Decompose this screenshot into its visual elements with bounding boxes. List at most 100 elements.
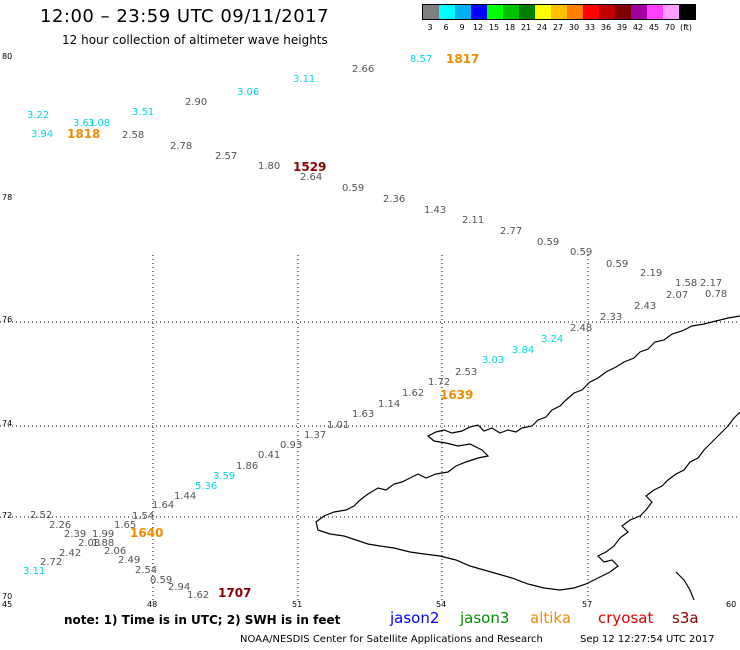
lon-label-60: 60 [726, 600, 737, 609]
color-scale-swatch [583, 5, 599, 19]
color-scale-legend: 3 6 9 12 15 18 21 24 27 30 33 36 39 42 45 70 (ft) [422, 4, 696, 33]
lat-label-72: 72 [2, 511, 13, 520]
wave-height-value: 2.26 [49, 520, 72, 531]
wave-height-value: 2.90 [185, 97, 208, 108]
color-scale-labels: 3 6 9 12 15 18 21 24 27 30 33 36 39 42 45 70 (ft) [422, 20, 696, 33]
wave-height-value: 0.59 [570, 247, 593, 258]
wave-height-value: 1.64 [152, 500, 175, 511]
legend-cryosat: cryosat [598, 609, 654, 627]
wave-height-value: 3.59 [213, 471, 236, 482]
color-scale-swatch [663, 5, 679, 19]
pass-time-label: 1818 [67, 127, 101, 141]
wave-height-value: 0.59 [537, 237, 560, 248]
color-scale-label: 24 [536, 23, 548, 32]
page-subtitle: 12 hour collection of altimeter wave hei… [62, 33, 328, 47]
wave-height-value: 3.06 [237, 87, 260, 98]
wave-height-value: 1.44 [174, 491, 197, 502]
wave-height-value: 0.59 [150, 575, 173, 586]
wave-height-value: 2.72 [40, 557, 63, 568]
color-scale-label: 42 [632, 23, 644, 32]
wave-height-value: 2.11 [462, 215, 485, 226]
color-scale-label: 27 [552, 23, 564, 32]
wave-height-value: 2.66 [352, 64, 375, 75]
wave-height-value: 3.61 [73, 118, 96, 129]
wave-height-value: 3.84 [512, 345, 535, 356]
wave-height-value: 3.08 [88, 118, 111, 129]
color-scale-label: 45 [648, 23, 660, 32]
wave-height-value: 3.11 [293, 74, 316, 85]
legend-s3a: s3a [672, 609, 699, 627]
wave-height-value: 2.07 [666, 290, 689, 301]
lon-label-57: 57 [582, 600, 593, 609]
wave-height-value: 2.53 [455, 367, 478, 378]
wave-height-value: 2.08 [78, 538, 101, 549]
wave-height-value: 8.57 [410, 54, 433, 65]
wave-height-value: 2.06 [104, 546, 127, 557]
wave-height-value: 1.62 [402, 388, 425, 399]
color-scale-swatch [519, 5, 535, 19]
pass-time-label: 1640 [130, 526, 164, 540]
wave-height-value: 0.78 [705, 289, 728, 300]
lat-label-80: 80 [2, 52, 13, 61]
wave-height-value: 3.11 [23, 566, 46, 577]
wave-height-value: 1.62 [187, 590, 210, 601]
wave-height-value: 1.58 [675, 278, 698, 289]
wave-height-value: 0.41 [258, 450, 281, 461]
color-scale-label: 6 [443, 23, 449, 32]
coastline-south [675, 571, 695, 601]
wave-height-value: 1.65 [114, 520, 137, 531]
wave-height-value: 1.43 [424, 205, 447, 216]
wave-height-value: 2.42 [59, 548, 82, 559]
color-scale-label: 15 [488, 23, 500, 32]
color-scale-label: 70 [664, 23, 676, 32]
footer-timestamp: Sep 12 12:27:54 UTC 2017 [580, 634, 715, 645]
coastline [315, 315, 740, 591]
legend-jason2: jason2 [390, 609, 440, 627]
wave-height-value: 1.80 [258, 161, 281, 172]
wave-height-value: 2.52 [30, 510, 53, 521]
color-scale-label: 30 [568, 23, 580, 32]
page-title: 12:00 – 23:59 UTC 09/11/2017 [40, 6, 330, 27]
color-scale-swatch [471, 5, 487, 19]
color-scale-swatch [551, 5, 567, 19]
wave-height-value: 0.59 [606, 259, 629, 270]
wave-height-value: 2.17 [700, 278, 723, 289]
pass-time-label: 1639 [440, 388, 474, 402]
wave-height-value: 2.43 [634, 301, 657, 312]
pass-time-label: 1817 [446, 52, 480, 66]
wave-height-value: 5.36 [195, 481, 218, 492]
color-scale-label: 39 [616, 23, 628, 32]
legend-altika: altika [530, 609, 572, 627]
color-scale-swatch [567, 5, 583, 19]
wave-height-value: 3.03 [482, 355, 505, 366]
wave-height-value: 2.19 [640, 268, 663, 279]
wave-height-value: 2.94 [168, 582, 191, 593]
wave-height-value: 3.22 [27, 110, 50, 121]
lon-label-54: 54 [436, 600, 447, 609]
wave-height-value: 1.14 [378, 399, 401, 410]
wave-height-value: 1.63 [352, 409, 375, 420]
wave-height-value: 2.57 [215, 151, 238, 162]
lon-label-51: 51 [292, 600, 303, 609]
footer-note: note: 1) Time is in UTC; 2) SWH is in fe… [64, 613, 341, 627]
color-scale-swatch [439, 5, 455, 19]
wave-height-value: 0.59 [342, 183, 365, 194]
wave-height-value: 2.77 [500, 226, 523, 237]
wave-height-value: 2.64 [300, 172, 323, 183]
wave-height-value: 2.36 [383, 194, 406, 205]
wave-height-value: 1.54 [132, 511, 155, 522]
lon-label-48: 48 [147, 600, 158, 609]
wave-height-value: 2.78 [170, 141, 193, 152]
pass-time-label: 1529 [293, 160, 327, 174]
color-scale-label: 3 [427, 23, 433, 32]
wave-height-value: 1.99 [92, 529, 115, 540]
lat-label-70: 70 [2, 592, 13, 601]
wave-height-value: 3.94 [31, 129, 54, 140]
wave-height-value: 2.49 [118, 555, 141, 566]
wave-height-value: 1.88 [92, 538, 115, 549]
color-scale-label: 33 [584, 23, 596, 32]
lat-label-78: 78 [2, 193, 13, 202]
color-scale-swatch [631, 5, 647, 19]
